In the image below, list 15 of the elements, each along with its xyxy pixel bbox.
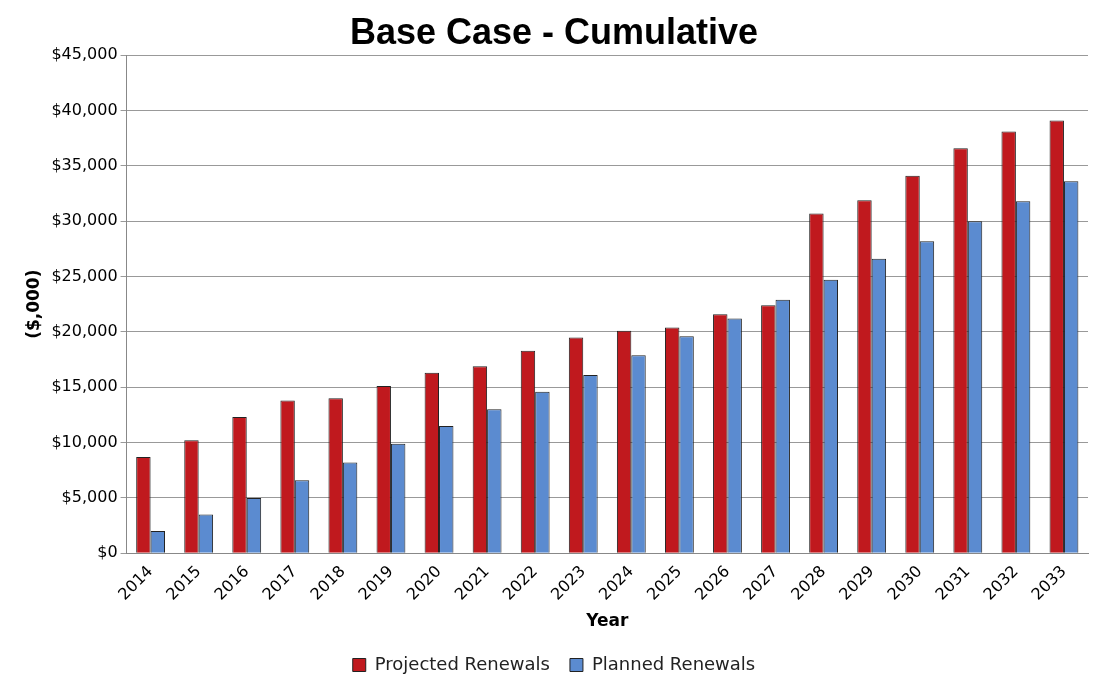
chart-title: Base Case - Cumulative — [349, 10, 759, 52]
y-tick-label: $15,000 — [51, 376, 118, 396]
y-tick-label: $10,000 — [51, 431, 118, 451]
y-tick-label: $40,000 — [51, 99, 118, 119]
y-tick-label: $5,000 — [61, 487, 118, 507]
y-tick-label: $20,000 — [51, 321, 118, 341]
y-tick-label: $30,000 — [51, 210, 118, 230]
x-axis-title: Year — [585, 610, 629, 631]
y-tick-label: $45,000 — [51, 44, 118, 64]
y-axis-title: ($,000) — [22, 269, 43, 339]
y-tick-label: $35,000 — [51, 155, 118, 175]
y-tick-label: $0 — [97, 542, 118, 562]
y-tick-label: $25,000 — [51, 265, 118, 285]
legend-label: Projected Renewals — [374, 652, 550, 674]
legend-label: Planned Renewals — [591, 652, 756, 674]
